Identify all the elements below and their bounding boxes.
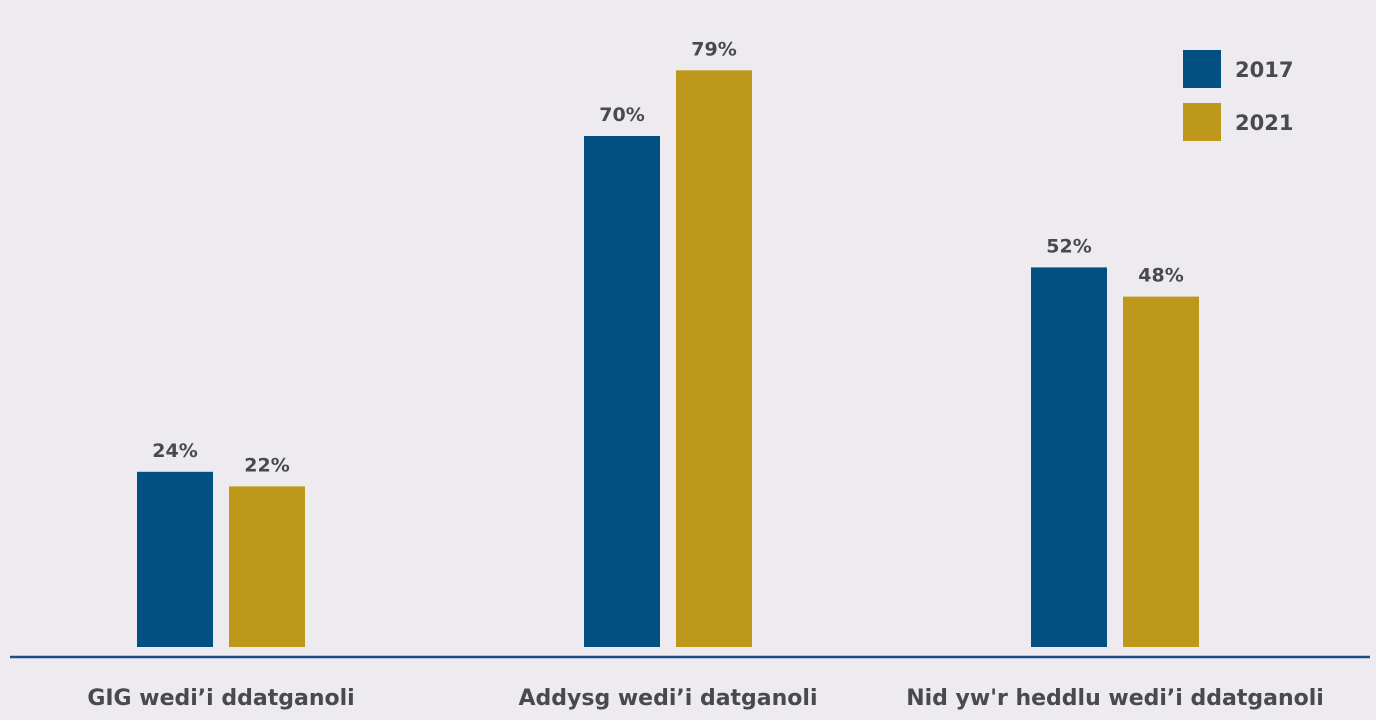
bars-layer [137, 70, 1199, 648]
category-label-1: Addysg wedi’i datganoli [518, 686, 817, 711]
bar-2021-category-1 [676, 70, 752, 648]
value-label-2021-category-2: 48% [1138, 265, 1183, 287]
legend-label-2021: 2021 [1235, 111, 1293, 135]
legend-swatch-2021 [1183, 103, 1221, 141]
bar-2017-category-2 [1031, 267, 1107, 647]
value-label-2017-category-1: 70% [599, 104, 644, 126]
bar-2017-category-1 [584, 136, 660, 647]
legend-label-2017: 2017 [1235, 58, 1293, 82]
value-label-2021-category-0: 22% [244, 454, 289, 476]
bar-2017-category-0 [137, 471, 213, 647]
value-labels-layer: 24% 22% 70% 79% 52% 48% [152, 38, 1183, 476]
bar-2021-category-0 [229, 486, 305, 647]
category-labels-layer: GIG wedi’i ddatganoli Addysg wedi’i datga… [87, 686, 1324, 711]
value-label-2021-category-1: 79% [691, 38, 736, 60]
category-label-2: Nid yw'r heddlu wedi’i ddatganoli [906, 686, 1324, 711]
category-label-0: GIG wedi’i ddatganoli [87, 686, 354, 711]
bar-2021-category-2 [1123, 296, 1199, 647]
legend: 2017 2021 [1183, 50, 1293, 141]
legend-swatch-2017 [1183, 50, 1221, 88]
value-label-2017-category-0: 24% [152, 440, 197, 462]
value-label-2017-category-2: 52% [1046, 235, 1091, 257]
